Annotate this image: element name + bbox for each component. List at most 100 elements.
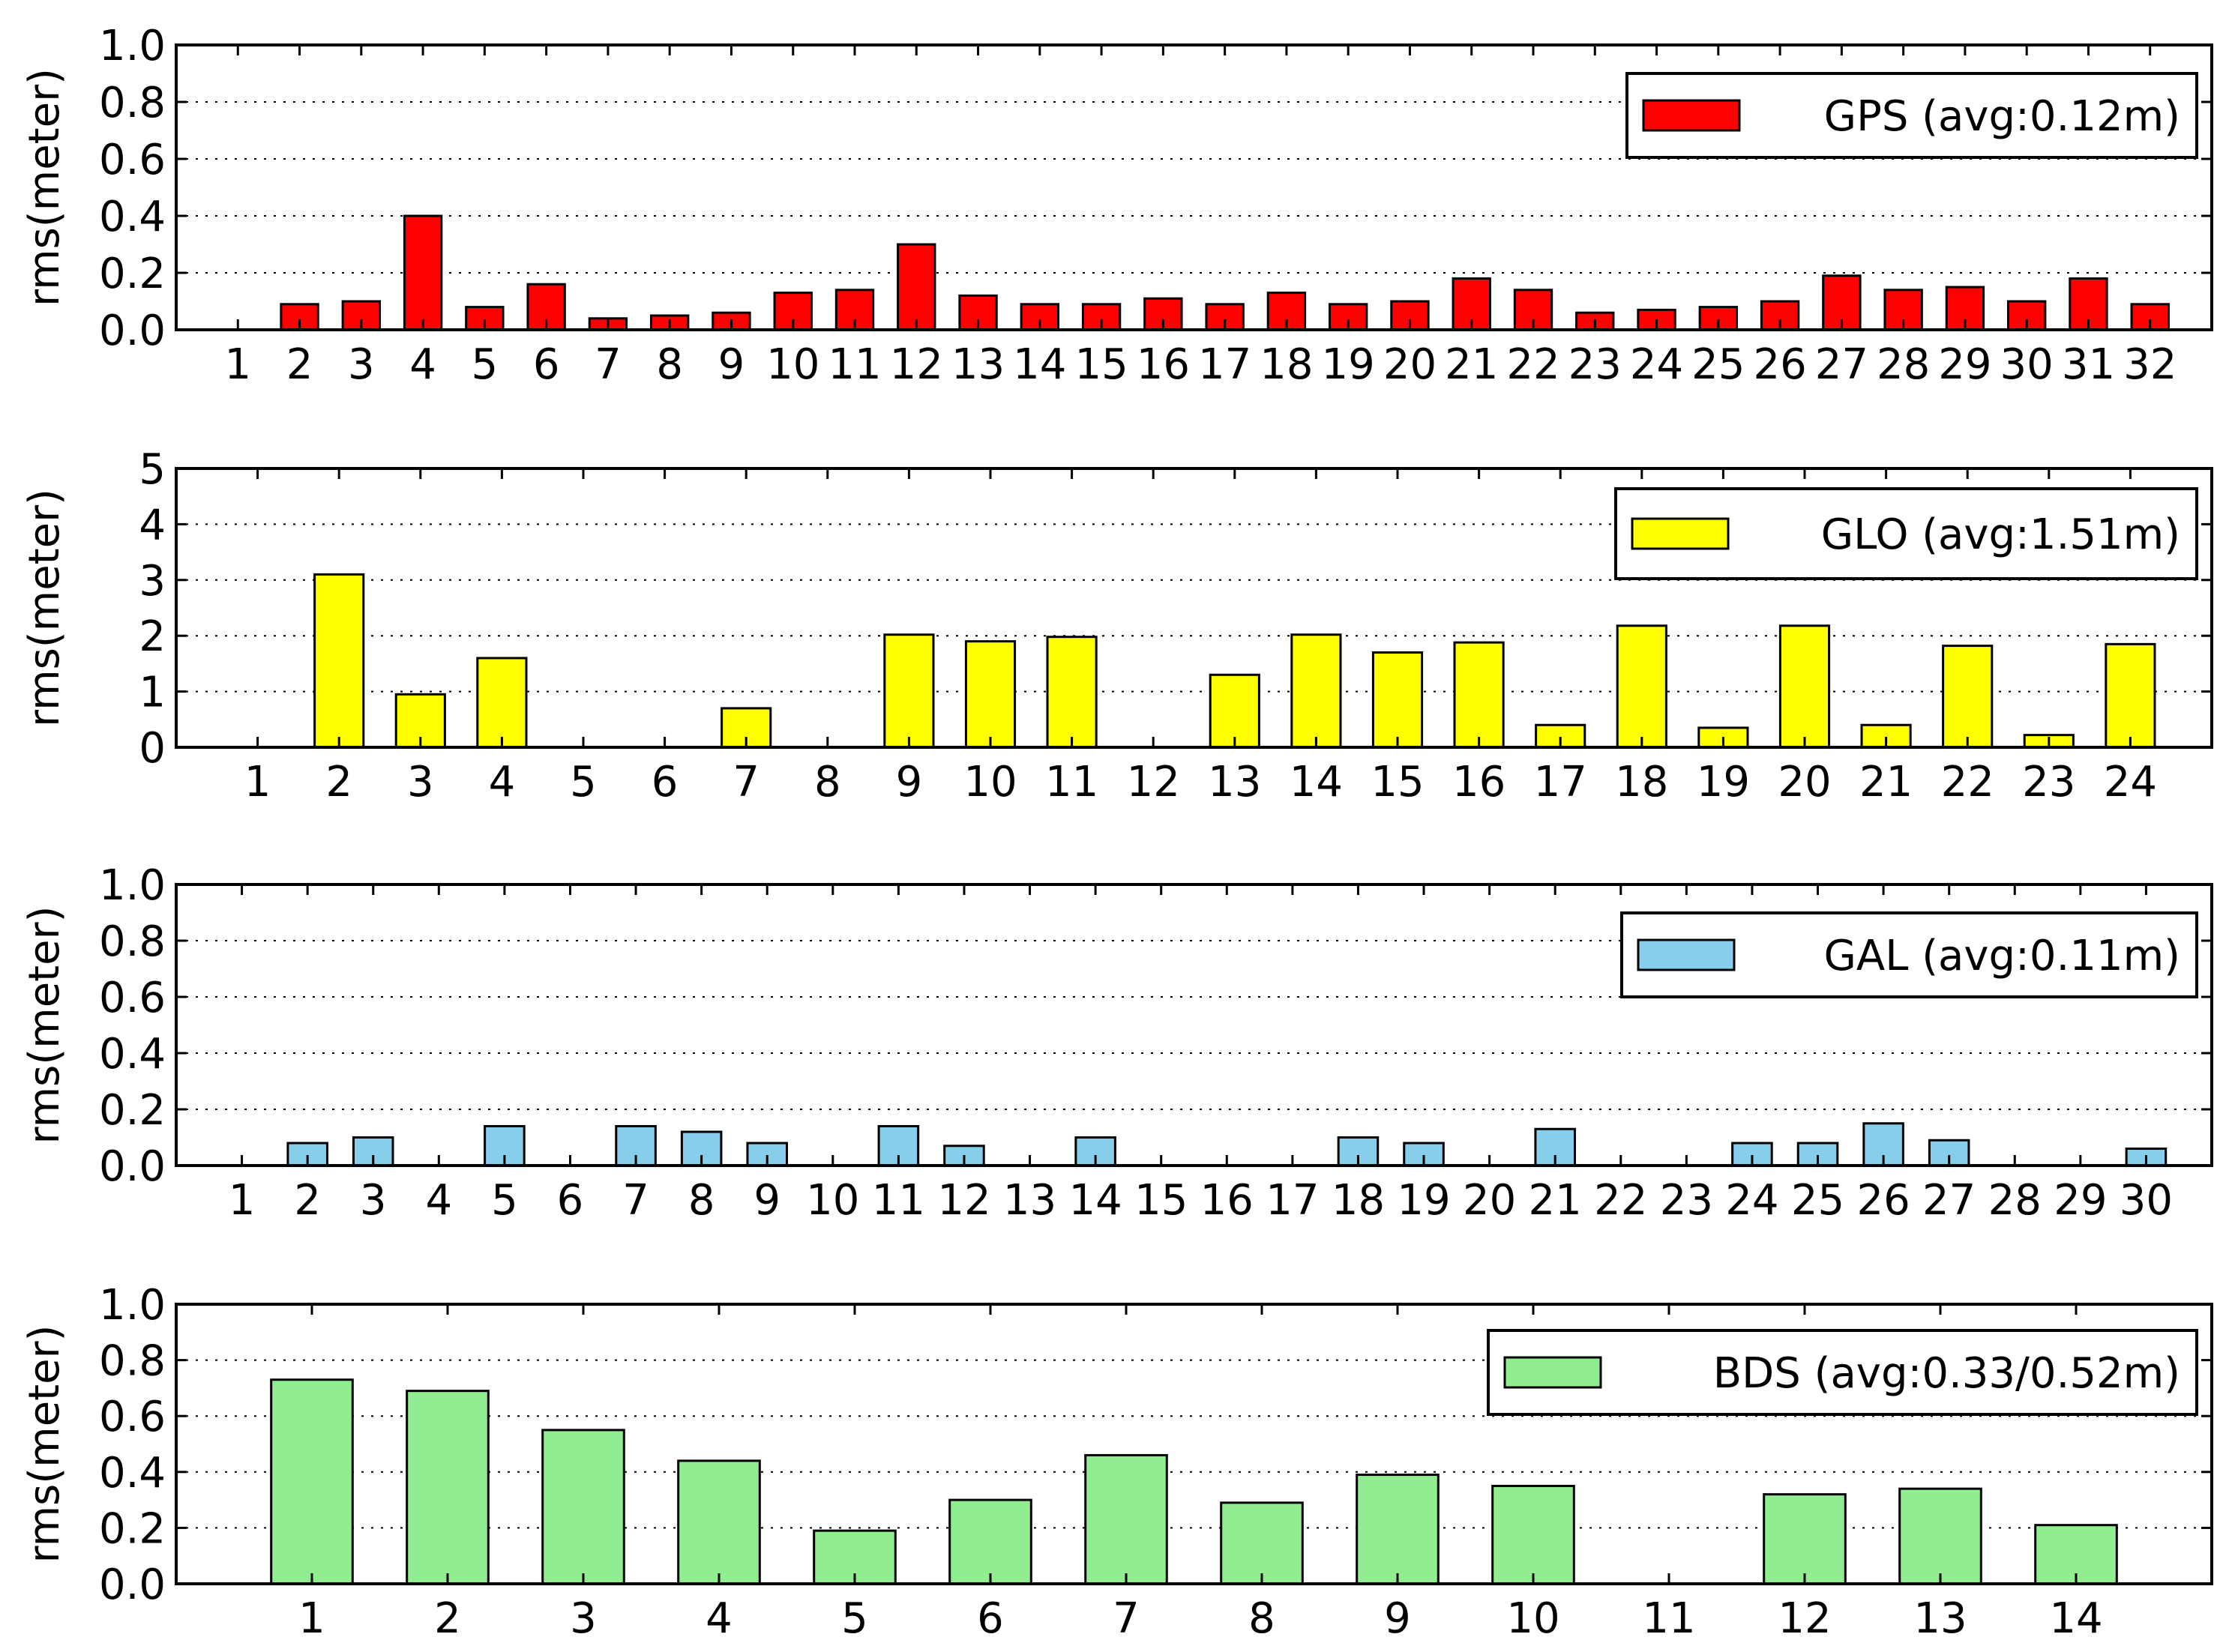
x-tick-label: 18 <box>1615 758 1668 807</box>
x-tick-label: 12 <box>890 340 943 389</box>
bar-4 <box>476 657 528 749</box>
x-tick-label: 12 <box>1778 1594 1831 1643</box>
panels: 0.00.20.40.60.81.01 2 3 4 5 6 7 8 9 10 11 12 13 14 15 1… <box>20 22 2213 1643</box>
x-tick-label: 7 <box>1113 1594 1140 1643</box>
bar-7 <box>1084 1453 1168 1585</box>
legend: BDS (avg:0.33/0.52m) <box>1487 1329 2198 1416</box>
x-tick-label: 18 <box>1332 1176 1385 1225</box>
x-tick-label: 1 <box>229 1176 256 1225</box>
bar-12 <box>897 243 936 331</box>
x-tick-label: 25 <box>1691 340 1745 389</box>
x-tick-label: 21 <box>1445 340 1498 389</box>
x-tick-label: 8 <box>656 340 683 389</box>
x-tick-label: 24 <box>2104 758 2157 807</box>
x-tick-label: 11 <box>1045 758 1098 807</box>
x-tick-label: 20 <box>1383 340 1437 389</box>
bar-2 <box>313 573 365 749</box>
legend-swatch <box>1631 517 1730 550</box>
x-tick-label: 20 <box>1778 758 1831 807</box>
bar-13 <box>1209 673 1260 749</box>
y-tick-label: 0.2 <box>99 1504 166 1553</box>
x-tick-label: 31 <box>2062 340 2115 389</box>
y-tick-label: 0.4 <box>99 193 166 241</box>
x-tick-label: 6 <box>977 1594 1004 1643</box>
x-tick-label: 6 <box>652 758 679 807</box>
x-tick-label: 19 <box>1322 340 1375 389</box>
x-tick-label: 9 <box>718 340 745 389</box>
x-tick-label: 27 <box>1922 1176 1976 1225</box>
x-tick-label: 19 <box>1697 758 1750 807</box>
legend-label: GPS (avg:0.12m) <box>1824 92 2180 141</box>
x-tick-label: 11 <box>1642 1594 1695 1643</box>
x-tick-label: 22 <box>1941 758 1994 807</box>
y-tick-label: 0.0 <box>99 1142 166 1191</box>
bar-15 <box>1371 651 1424 749</box>
bar-13 <box>1898 1487 1982 1585</box>
legend-box <box>1487 1329 2198 1416</box>
y-tick-label: 0 <box>139 724 166 773</box>
x-tick-label: 15 <box>1074 340 1128 389</box>
legend-label: GLO (avg:1.51m) <box>1821 510 2180 559</box>
x-tick-label: 1 <box>298 1594 325 1643</box>
y-tick-label: 5 <box>139 445 166 494</box>
bar-24 <box>1731 1142 1773 1167</box>
legend-swatch <box>1642 99 1741 132</box>
x-tick-label: 12 <box>1127 758 1180 807</box>
bar-2 <box>406 1390 490 1585</box>
bar-21 <box>1534 1127 1576 1167</box>
y-tick-label: 0.8 <box>99 1337 166 1386</box>
chart-panel-3: 0.00.20.40.60.81.01 2 3 4 5 6 7 8 9 10 11 12 13 14 15 1… <box>20 861 2213 1225</box>
x-tick-label: 19 <box>1397 1176 1450 1225</box>
x-tick-label: 16 <box>1200 1176 1254 1225</box>
x-tick-label: 13 <box>1003 1176 1056 1225</box>
legend-label: GAL (avg:0.11m) <box>1823 932 2180 980</box>
x-tick-label: 16 <box>1137 340 1190 389</box>
x-tick-label: 28 <box>1877 340 1930 389</box>
x-tick-label: 14 <box>1068 1176 1122 1225</box>
x-tick-label: 21 <box>1859 758 1913 807</box>
x-tick-label: 20 <box>1463 1176 1516 1225</box>
x-tick-label: 2 <box>434 1594 461 1643</box>
bar-25 <box>1796 1142 1839 1167</box>
x-tick-label: 9 <box>753 1176 780 1225</box>
x-tick-label: 10 <box>806 1176 859 1225</box>
legend-swatch <box>1637 938 1736 971</box>
x-tick-label: 5 <box>472 340 499 389</box>
x-tick-label: 14 <box>2049 1594 2102 1643</box>
legend: GPS (avg:0.12m) <box>1625 72 2198 159</box>
plot-frame <box>175 43 2213 331</box>
x-tick-label: 8 <box>688 1176 715 1225</box>
x-tick-label: 30 <box>2120 1176 2173 1225</box>
x-tick-label: 17 <box>1198 340 1251 389</box>
legend-swatch <box>1503 1356 1602 1389</box>
x-tick-label: 10 <box>766 340 819 389</box>
y-tick-label: 2 <box>139 612 166 661</box>
x-tick-label: 1 <box>244 758 271 807</box>
x-tick-label: 26 <box>1753 340 1806 389</box>
x-tick-label: 2 <box>286 340 313 389</box>
bar-4 <box>403 214 443 331</box>
x-tick-label: 2 <box>294 1176 321 1225</box>
y-tick-label: 0.4 <box>99 1449 166 1498</box>
bar-18 <box>1616 624 1667 749</box>
x-tick-label: 4 <box>706 1594 733 1643</box>
x-tick-label: 11 <box>828 340 881 389</box>
x-tick-label: 22 <box>1594 1176 1647 1225</box>
bar-3 <box>352 1136 394 1167</box>
x-tick-label: 10 <box>1506 1594 1559 1643</box>
plot-frame <box>175 467 2213 749</box>
x-tick-label: 13 <box>1913 1594 1967 1643</box>
y-tick-label: 0.4 <box>99 1030 166 1079</box>
x-tick-label: 13 <box>1208 758 1261 807</box>
x-tick-label: 27 <box>1815 340 1868 389</box>
x-tick-label: 14 <box>1290 758 1343 807</box>
legend-label: BDS (avg:0.33/0.52m) <box>1713 1349 2180 1398</box>
bar-11 <box>1046 636 1098 749</box>
x-tick-label: 7 <box>595 340 622 389</box>
y-tick-label: 4 <box>139 501 166 549</box>
x-tick-label: 24 <box>1725 1176 1778 1225</box>
x-tick-label: 4 <box>426 1176 453 1225</box>
x-tick-label: 1 <box>224 340 251 389</box>
bar-3 <box>541 1429 625 1585</box>
x-tick-label: 15 <box>1371 758 1424 807</box>
